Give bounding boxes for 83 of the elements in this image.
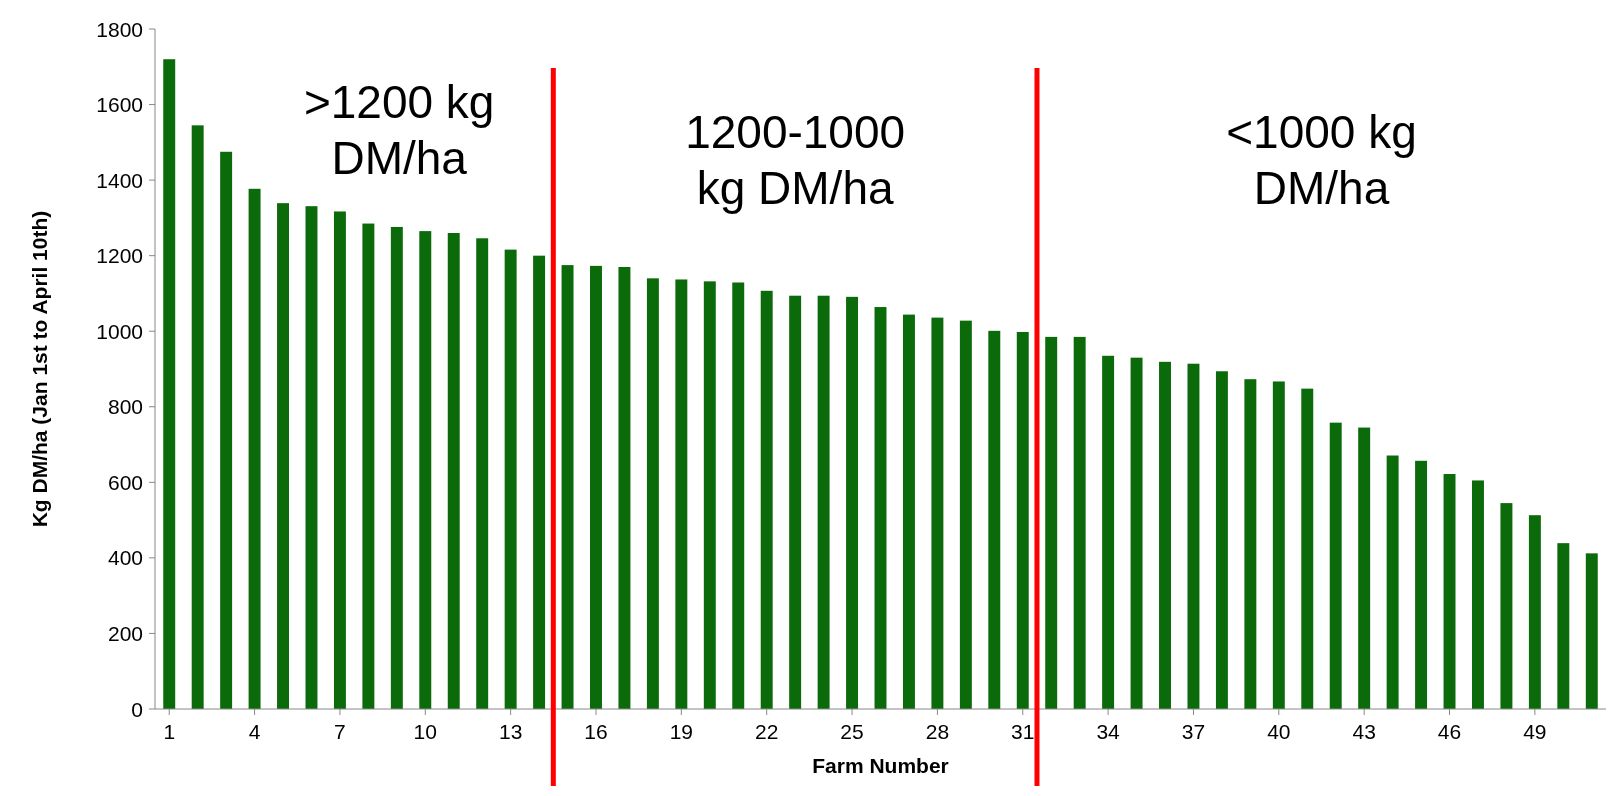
bar — [874, 307, 887, 709]
bar — [988, 330, 1001, 709]
x-tick-label: 10 — [413, 720, 437, 743]
bar — [1500, 503, 1513, 709]
bar — [1329, 422, 1342, 709]
bar — [1272, 381, 1285, 709]
bar — [248, 188, 261, 709]
x-tick-label: 4 — [248, 720, 261, 743]
bar — [1301, 388, 1314, 709]
bar — [1045, 336, 1058, 709]
bar — [305, 206, 318, 709]
bar — [362, 223, 375, 709]
annotation: >1200 kg DM/ha — [303, 76, 495, 184]
x-tick-label: 46 — [1437, 720, 1462, 743]
x-tick-label: 7 — [334, 720, 346, 743]
x-tick-label: 43 — [1352, 720, 1376, 743]
bar — [1102, 355, 1115, 709]
bar — [419, 231, 432, 709]
bar — [1472, 480, 1484, 709]
bar — [333, 211, 346, 709]
y-axis-title: Kg DM/ha (Jan 1st to April 10th) — [28, 210, 51, 528]
bar — [1016, 331, 1029, 709]
y-tick-label: 0 — [131, 697, 143, 721]
bar — [1415, 460, 1428, 709]
y-tick-label: 600 — [107, 470, 143, 494]
x-tick-label: 40 — [1267, 720, 1291, 743]
y-tick-label: 1600 — [96, 93, 143, 117]
x-tick-label: 34 — [1096, 720, 1121, 743]
bar — [789, 295, 802, 709]
bar — [959, 320, 972, 709]
bar — [646, 278, 659, 709]
bar — [817, 295, 830, 709]
bar — [1130, 357, 1143, 709]
y-tick-label: 1800 — [96, 17, 143, 41]
bar — [1187, 363, 1200, 709]
bar — [703, 281, 716, 709]
bar — [1443, 474, 1456, 709]
x-tick-label: 19 — [669, 720, 694, 743]
y-tick-label: 400 — [107, 546, 143, 570]
bar — [618, 267, 631, 709]
x-tick-label: 37 — [1181, 720, 1206, 743]
y-tick-label: 1200 — [96, 244, 143, 268]
x-tick-label: 31 — [1011, 720, 1035, 743]
bar — [561, 265, 574, 709]
bar — [191, 125, 204, 709]
x-tick-label: 16 — [584, 720, 608, 743]
bar — [902, 314, 915, 709]
annotation: <1000 kg DM/ha — [1226, 106, 1417, 214]
bar — [277, 203, 289, 709]
x-tick-label: 22 — [755, 720, 779, 743]
bar — [760, 290, 773, 709]
bar — [1557, 543, 1570, 709]
y-tick-label: 1000 — [96, 319, 143, 343]
annotation: 1200-1000 kg DM/ha — [685, 106, 906, 214]
bar — [220, 151, 233, 709]
bar — [447, 233, 460, 709]
bar — [1386, 455, 1399, 709]
x-axis-title: Farm Number — [812, 754, 949, 777]
x-tick-label: 28 — [925, 720, 950, 743]
bar — [846, 296, 859, 709]
bar — [1244, 379, 1257, 709]
bar — [1358, 427, 1371, 709]
bar — [931, 317, 944, 709]
bar — [163, 59, 176, 709]
x-tick-label: 49 — [1523, 720, 1547, 743]
bar — [1528, 515, 1541, 709]
bar — [504, 249, 517, 709]
y-tick-label: 200 — [107, 621, 143, 645]
y-tick-label: 1400 — [96, 168, 143, 192]
bar — [390, 226, 403, 709]
x-tick-label: 13 — [498, 720, 523, 743]
bar — [533, 255, 546, 709]
bar — [732, 282, 745, 709]
bar — [590, 265, 602, 709]
y-tick-label: 800 — [107, 395, 143, 419]
bar — [1159, 361, 1171, 709]
bar — [675, 279, 688, 709]
bar — [1585, 553, 1598, 709]
bar — [476, 238, 489, 709]
bar — [1073, 336, 1086, 709]
x-tick-label: 1 — [163, 720, 176, 743]
bar — [1215, 371, 1228, 709]
x-tick-label: 25 — [840, 720, 864, 743]
